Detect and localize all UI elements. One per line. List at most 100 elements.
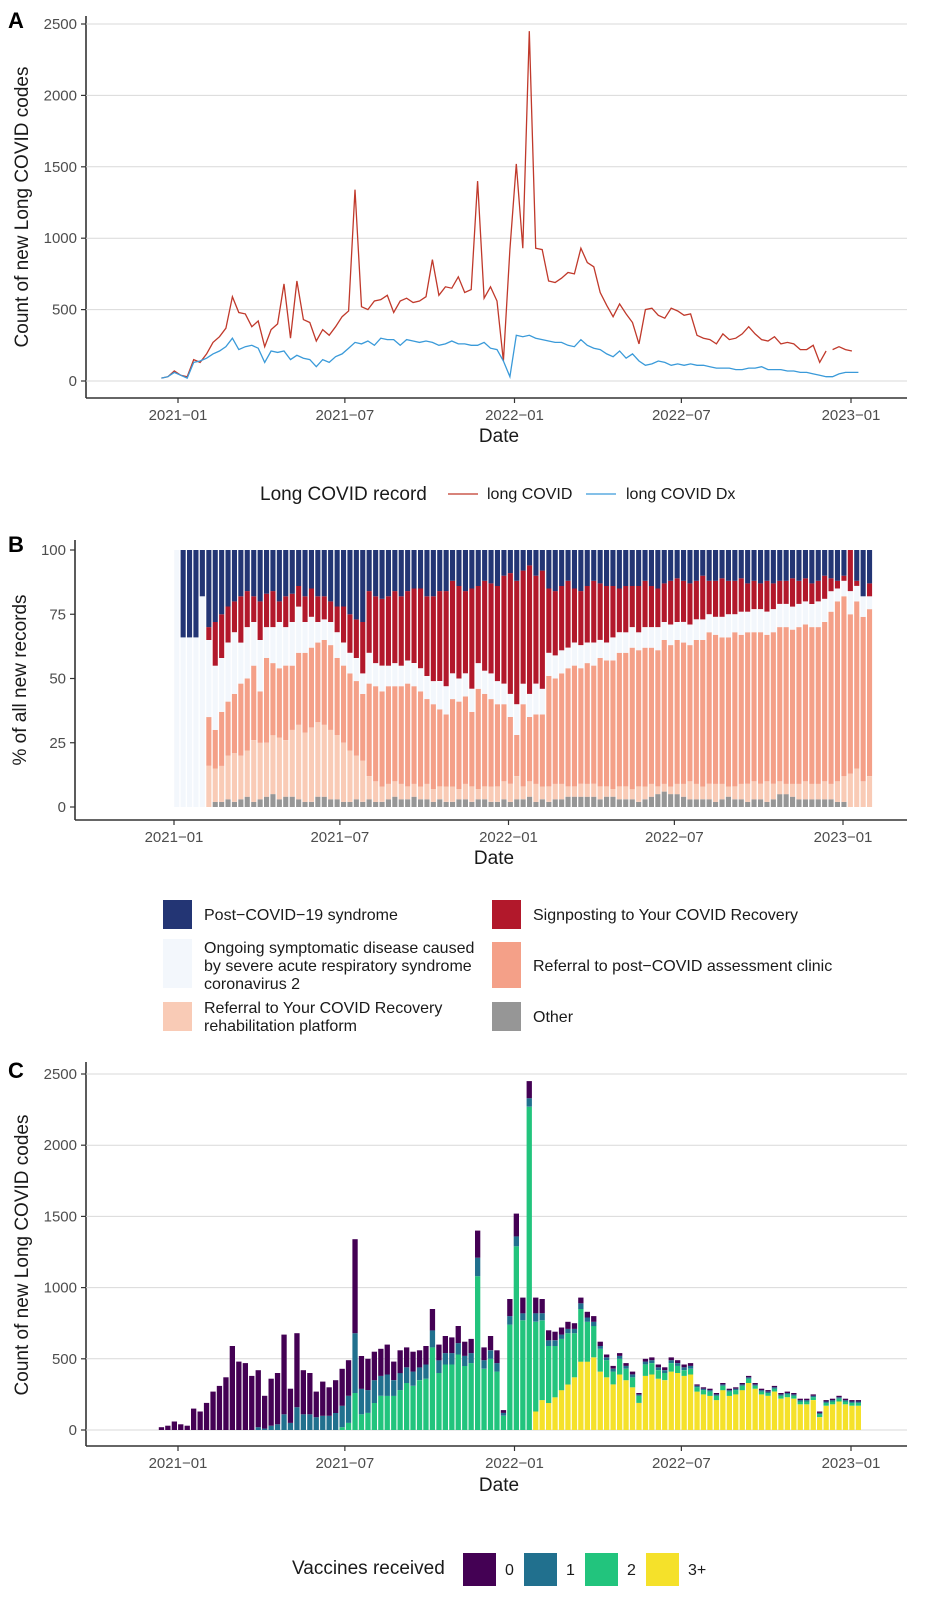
bar-vacc-0: [487, 1336, 494, 1351]
panel-a-x-title: Date: [479, 426, 519, 447]
bar-post-covid: [411, 550, 417, 589]
bar-vacc-0: [475, 1230, 481, 1258]
bar-vacc-3plus: [668, 1371, 674, 1430]
bar-referral-clinic: [636, 650, 642, 787]
bar-ongoing: [289, 622, 295, 666]
bar-other: [655, 794, 661, 807]
bar-vacc-1: [849, 1401, 855, 1403]
bar-ongoing: [219, 657, 225, 712]
bar-vacc-2: [429, 1347, 436, 1430]
bar-referral-clinic: [341, 665, 347, 743]
bar-post-covid: [488, 550, 494, 584]
bar-vacc-1: [746, 1377, 752, 1379]
bar-vacc-0: [384, 1344, 390, 1375]
bar-vacc-0: [158, 1427, 165, 1430]
bar-signposting: [713, 580, 719, 617]
bar-vacc-2: [397, 1390, 403, 1430]
bar-ongoing: [251, 622, 257, 666]
bar-referral-ycr: [713, 783, 719, 802]
bar-vacc-2: [758, 1391, 765, 1395]
bar-vacc-2: [739, 1385, 745, 1391]
legend-ycr-swatch: [163, 1002, 192, 1031]
bar-vacc-0: [442, 1336, 448, 1354]
bar-vacc-1: [391, 1380, 397, 1396]
bar-referral-ycr: [687, 781, 693, 800]
bar-referral-clinic: [334, 657, 340, 735]
bar-post-covid: [424, 550, 430, 597]
bar-vacc-0: [242, 1363, 248, 1430]
panel-a-y-tick-label: 500: [52, 302, 77, 319]
bar-referral-clinic: [212, 729, 218, 769]
bar-vacc-0: [642, 1358, 649, 1362]
bar-post-covid: [571, 550, 577, 589]
bar-ongoing: [860, 596, 866, 617]
bar-signposting: [578, 591, 584, 646]
bar-referral-clinic: [533, 714, 539, 784]
bar-other: [270, 794, 276, 807]
bar-signposting: [764, 580, 770, 612]
bar-other: [366, 799, 372, 807]
bar-other: [469, 801, 475, 807]
bar-referral-clinic: [257, 691, 263, 743]
bar-vacc-2: [507, 1324, 513, 1430]
bar-ongoing: [462, 673, 468, 697]
bar-referral-ycr: [700, 786, 706, 800]
bar-referral-ycr: [559, 783, 565, 800]
bar-vacc-1: [462, 1356, 468, 1366]
bar-vacc-3plus: [849, 1405, 855, 1430]
bar-referral-ycr: [430, 789, 436, 802]
bar-post-covid: [437, 550, 443, 592]
bar-referral-ycr: [270, 735, 276, 795]
bar-referral-ycr: [770, 783, 776, 800]
bar-other: [725, 796, 731, 807]
bar-referral-clinic: [308, 647, 314, 728]
bar-other: [764, 801, 770, 807]
bar-signposting: [693, 580, 699, 620]
bar-other: [552, 799, 558, 807]
bar-vacc-2: [597, 1348, 603, 1372]
bar-signposting: [584, 586, 590, 643]
bar-vacc-0: [784, 1391, 790, 1393]
bar-other: [571, 796, 577, 807]
bar-vacc-1: [546, 1340, 552, 1346]
bar-vacc-3plus: [623, 1380, 629, 1430]
bar-other: [430, 801, 436, 807]
bar-post-covid: [655, 550, 661, 589]
bar-post-covid: [725, 550, 731, 581]
bar-referral-ycr: [565, 786, 571, 797]
bar-referral-clinic: [347, 673, 353, 751]
bar-other: [462, 799, 468, 807]
bar-referral-ycr: [796, 783, 802, 800]
bar-referral-clinic: [385, 686, 391, 784]
bar-post-covid: [854, 550, 860, 581]
bar-signposting: [828, 578, 834, 592]
bar-vacc-3plus: [817, 1417, 823, 1430]
bar-vacc-0: [300, 1370, 306, 1415]
bar-vacc-0: [520, 1297, 526, 1314]
panel-a-label: A: [8, 8, 24, 33]
bar-signposting: [738, 578, 744, 612]
bar-referral-ycr: [238, 755, 244, 800]
bar-vacc-2: [449, 1364, 455, 1430]
bar-referral-clinic: [604, 660, 610, 787]
bar-referral-clinic: [764, 634, 770, 782]
bar-signposting: [315, 596, 321, 622]
bar-ongoing: [501, 683, 507, 705]
bar-vacc-2: [455, 1354, 461, 1430]
bar-vacc-2: [752, 1385, 758, 1389]
bar-post-covid: [732, 550, 738, 581]
bar-post-covid: [751, 550, 757, 581]
bar-referral-clinic: [231, 693, 237, 753]
bar-referral-clinic: [456, 701, 462, 789]
bar-other: [815, 799, 821, 807]
bar-other: [668, 794, 674, 807]
bar-vacc-2: [571, 1333, 578, 1378]
bar-ongoing: [770, 609, 776, 633]
bar-post-covid: [822, 550, 828, 576]
bar-vacc-2: [352, 1393, 358, 1430]
legend-vacc-2-swatch: [585, 1553, 618, 1586]
bar-vacc-3plus: [771, 1391, 778, 1430]
bar-signposting: [719, 578, 725, 617]
bar-vacc-2: [629, 1377, 636, 1388]
bar-other: [302, 801, 308, 807]
